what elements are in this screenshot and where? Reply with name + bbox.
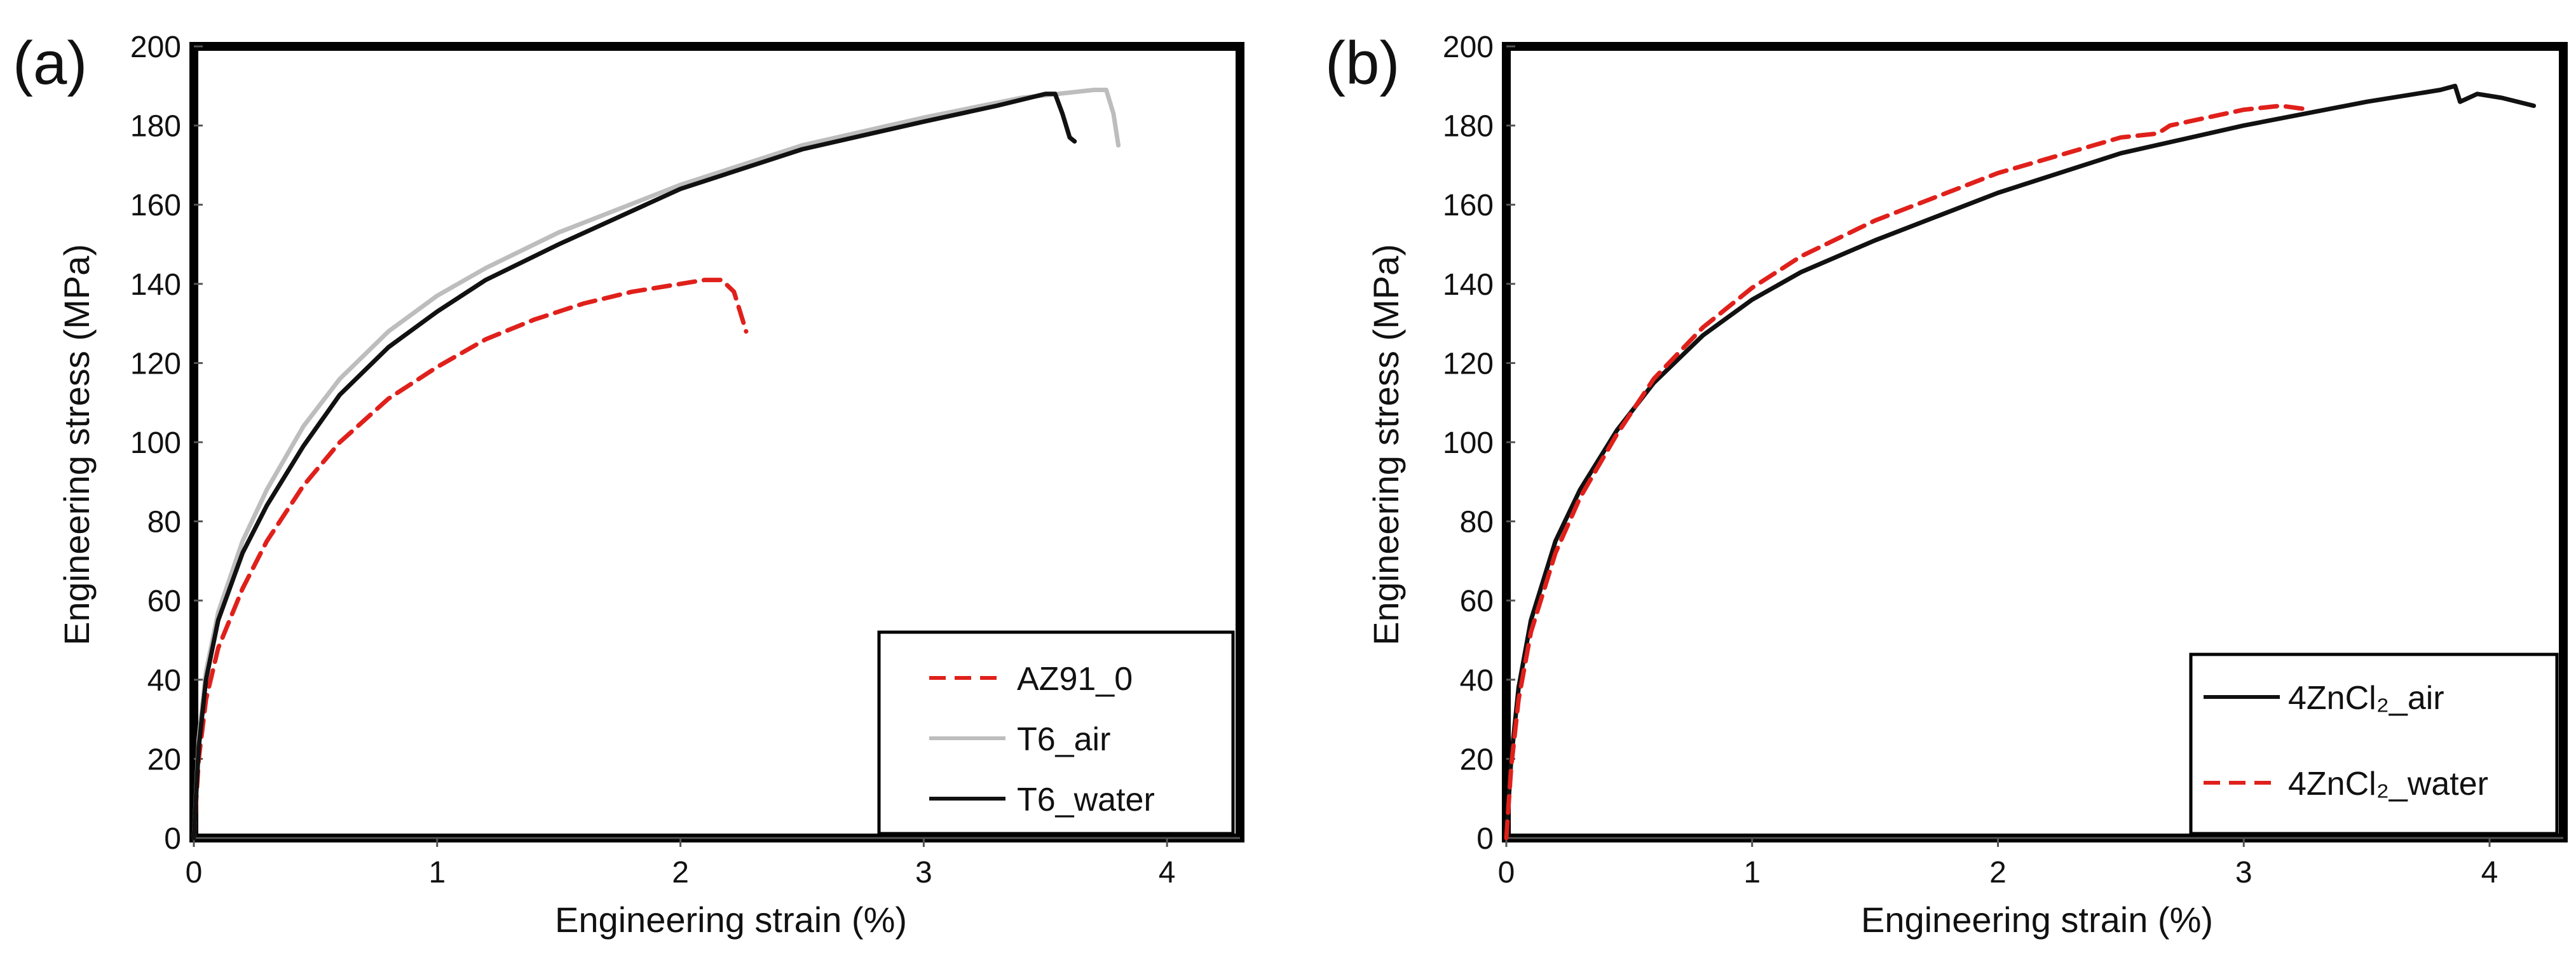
x-tick-label: 4 [2481, 856, 2498, 889]
y-tick-label: 140 [1443, 268, 1494, 302]
legend: 4ZnCl₂_air 4ZnCl₂_water [2189, 653, 2559, 835]
y-tick-label: 100 [1443, 426, 1494, 460]
legend: AZ91_0 T6_air T6_water [877, 630, 1235, 835]
series-line-t6-air [191, 88, 1121, 841]
x-tick-label: 3 [915, 856, 932, 889]
x-axis-label: Engineering strain (%) [1861, 900, 2213, 940]
y-tick-label: 60 [147, 585, 181, 618]
y-tick-label: 160 [130, 189, 181, 222]
y-tick-label: 60 [1460, 585, 1494, 618]
y-tick-label: 20 [1460, 743, 1494, 776]
y-tick-label: 40 [1460, 664, 1494, 698]
x-tick-label: 1 [1743, 856, 1761, 889]
x-tick-label: 0 [186, 856, 203, 889]
y-tick-label: 120 [130, 347, 181, 381]
legend-label-t6-water: T6_water [1017, 781, 1155, 818]
x-tick-label: 4 [1159, 856, 1176, 889]
x-tick-label: 1 [428, 856, 446, 889]
series-line-4zncl-air [1504, 83, 2537, 841]
x-tick-label: 2 [1989, 856, 2007, 889]
series-line-4zncl-water [1504, 104, 2313, 841]
x-tick-label: 2 [672, 856, 689, 889]
series-line-az91-0 [191, 278, 749, 841]
y-axis-label: Engineering stress (MPa) [57, 244, 97, 646]
y-tick-label: 120 [1443, 347, 1494, 381]
panel-a: (a) 0 1 2 3 4 0 20 40 60 80 100 120 140 160 180 200 En… [13, 29, 1244, 940]
legend-label-4zncl2-water: 4ZnCl₂_water [2288, 766, 2488, 802]
series-line-t6-water [191, 91, 1077, 841]
y-tick-label: 0 [1476, 822, 1494, 856]
y-tick-label: 80 [147, 506, 181, 539]
y-tick-label: 160 [1443, 189, 1494, 222]
y-tick-label: 140 [130, 268, 181, 302]
panel-label: (a) [13, 29, 87, 97]
y-tick-label: 20 [147, 743, 181, 776]
legend-label-4zncl2-air: 4ZnCl₂_air [2288, 680, 2444, 717]
x-axis-label: Engineering strain (%) [555, 900, 907, 940]
legend-box [2189, 653, 2559, 835]
y-tick-label: 80 [1460, 506, 1494, 539]
y-tick-label: 100 [130, 426, 181, 460]
x-tick-label: 3 [2235, 856, 2252, 889]
panel-label: (b) [1325, 29, 1400, 97]
legend-label-az91-0: AZ91_0 [1017, 661, 1133, 698]
y-tick-label: 200 [1443, 30, 1494, 64]
y-tick-label: 180 [1443, 110, 1494, 144]
y-axis-label: Engineering stress (MPa) [1366, 244, 1406, 646]
legend-label-t6-air: T6_air [1017, 721, 1110, 758]
y-tick-label: 200 [130, 30, 181, 64]
y-tick-label: 180 [130, 110, 181, 144]
x-tick-label: 0 [1498, 856, 1515, 889]
y-tick-label: 40 [147, 664, 181, 698]
y-tick-label: 0 [164, 822, 181, 856]
panel-b: (b) 0 1 2 3 4 0 20 40 60 80 100 120 140 160 180 200 En… [1325, 29, 2568, 940]
